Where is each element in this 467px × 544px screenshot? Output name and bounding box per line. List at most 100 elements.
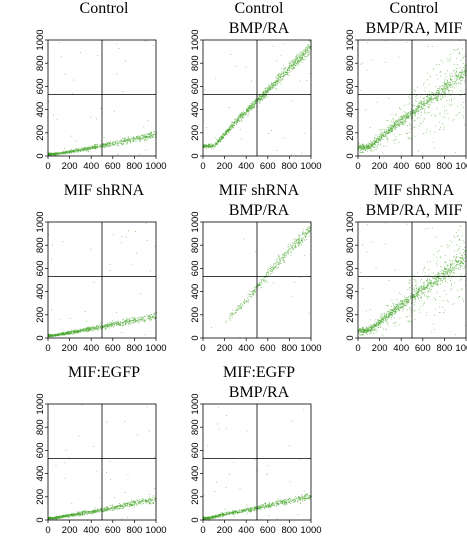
event-dot: [113, 234, 114, 236]
event-dot: [110, 143, 112, 144]
event-dot: [240, 303, 242, 305]
event-dot: [68, 332, 70, 334]
event-dot: [94, 329, 96, 331]
event-dot: [126, 139, 128, 141]
event-dot: [64, 333, 66, 335]
event-dot: [445, 83, 447, 84]
event-dot: [138, 317, 139, 319]
event-dot: [373, 143, 375, 145]
event-dot: [304, 49, 306, 50]
event-dot: [249, 109, 251, 111]
event-dot: [206, 148, 207, 149]
event-dot: [459, 77, 461, 79]
event-dot: [129, 320, 131, 322]
event-dot: [429, 283, 430, 285]
event-dot: [243, 302, 245, 303]
event-dot: [464, 92, 466, 94]
event-dot: [460, 71, 462, 73]
event-dot: [304, 58, 306, 60]
event-dot: [365, 149, 366, 151]
event-dot: [364, 331, 366, 333]
event-dot: [416, 95, 418, 96]
event-dot: [135, 231, 136, 232]
event-dot: [90, 327, 92, 329]
event-dot: [293, 67, 294, 69]
event-dot: [399, 122, 401, 124]
event-dot: [54, 333, 56, 335]
event-dot: [404, 117, 405, 119]
event-dot: [246, 300, 248, 302]
event-dot: [241, 114, 243, 115]
event-dot: [276, 263, 278, 265]
event-dot: [363, 144, 365, 146]
event-dot: [92, 147, 93, 149]
event-dot: [75, 151, 76, 152]
event-dot: [132, 317, 134, 319]
event-dot: [462, 91, 463, 93]
event-dot: [437, 96, 439, 98]
event-dot: [267, 133, 269, 134]
event-dot: [277, 267, 278, 269]
event-dot: [278, 74, 280, 76]
event-dot: [374, 137, 375, 139]
event-dot: [105, 328, 107, 329]
event-dot: [207, 145, 209, 146]
event-dot: [284, 74, 286, 75]
event-dot: [305, 235, 306, 237]
event-dot: [206, 127, 207, 129]
event-dot: [373, 141, 375, 143]
event-dot: [245, 112, 247, 114]
event-dot: [385, 131, 387, 132]
event-dot: [248, 295, 250, 297]
event-dot: [231, 317, 233, 319]
event-dot: [229, 129, 231, 131]
event-dot: [60, 332, 62, 334]
event-dot: [259, 287, 261, 289]
event-dot: [86, 330, 87, 331]
event-dot: [406, 117, 408, 119]
event-dot: [297, 243, 299, 245]
event-dot: [400, 117, 402, 119]
event-dot: [306, 56, 308, 57]
event-dot: [108, 324, 110, 326]
event-dot: [234, 124, 235, 126]
event-dot: [401, 122, 402, 124]
event-dot: [383, 133, 384, 135]
event-dot: [390, 131, 392, 132]
event-dot: [234, 312, 236, 314]
event-dot: [457, 267, 459, 269]
event-dot: [455, 81, 456, 82]
event-dot: [288, 243, 290, 245]
event-dot: [244, 303, 245, 304]
event-dot: [69, 150, 71, 152]
event-dot: [294, 247, 296, 249]
event-dot: [142, 317, 144, 319]
event-dot: [71, 331, 73, 332]
event-dot: [80, 149, 82, 151]
event-dot: [260, 98, 262, 100]
event-dot: [207, 146, 209, 148]
scatter-panel: MIF shRNA 0 200 400 600 800 1000 0 200 400 600 800 1…: [0, 182, 167, 362]
event-dot: [292, 65, 294, 67]
event-dot: [309, 47, 311, 49]
event-dot: [361, 329, 363, 331]
event-dot: [103, 325, 105, 327]
event-dot: [122, 324, 124, 326]
event-dot: [105, 324, 107, 325]
event-dot: [421, 106, 422, 108]
event-dot: [65, 152, 67, 154]
event-dot: [259, 98, 260, 100]
event-dot: [71, 151, 73, 153]
event-dot: [307, 47, 309, 49]
event-dot: [454, 152, 456, 154]
event-dot: [203, 147, 204, 148]
event-dot: [415, 113, 416, 115]
event-dot: [269, 268, 271, 270]
event-dot: [273, 267, 275, 269]
event-dot: [51, 154, 53, 156]
event-dot: [68, 151, 70, 153]
event-dot: [404, 296, 406, 298]
event-dot: [369, 150, 371, 152]
event-dot: [149, 315, 151, 317]
